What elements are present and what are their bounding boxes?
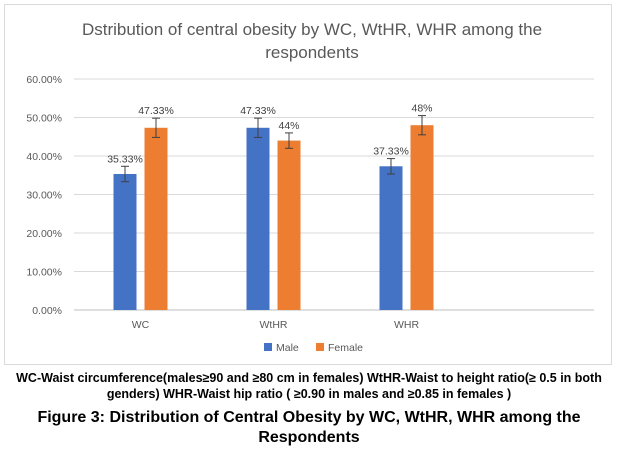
data-label: 47.33% (138, 105, 174, 117)
bar-female-wthr (277, 140, 301, 310)
y-tick-label: 20.00% (26, 228, 62, 240)
data-label: 37.33% (373, 146, 409, 158)
legend-swatch-male (264, 343, 272, 351)
y-tick-label: 10.00% (26, 267, 62, 279)
data-label: 48% (411, 103, 432, 115)
bar-female-wc (144, 127, 168, 310)
y-tick-label: 60.00% (26, 74, 62, 86)
abbreviation-note: WC-Waist circumference(males≥90 and ≥80 … (16, 371, 602, 401)
y-tick-label: 0.00% (32, 305, 62, 317)
chart-title-line-1: Dstribution of central obesity by WC, Wt… (82, 20, 542, 39)
x-tick-label: WHR (394, 319, 419, 331)
bar-male-wthr (246, 127, 270, 310)
x-tick-label: WC (132, 319, 150, 331)
y-tick-label: 40.00% (26, 151, 62, 163)
y-tick-label: 30.00% (26, 190, 62, 202)
legend-label-female: Female (328, 342, 363, 354)
data-label: 44% (278, 120, 299, 132)
bar-female-whr (410, 125, 434, 310)
y-tick-label: 50.00% (26, 113, 62, 125)
bar-male-wc (113, 173, 137, 310)
chart-frame (4, 4, 612, 365)
x-tick-label: WtHR (260, 319, 288, 331)
bar-chart: Dstribution of central obesity by WC, Wt… (26, 20, 594, 354)
figure-caption: Figure 3: Distribution of Central Obesit… (37, 409, 581, 446)
data-label: 47.33% (240, 105, 276, 117)
chart-title-line-2: respondents (265, 43, 359, 62)
bar-male-whr (379, 166, 403, 310)
legend-label-male: Male (276, 342, 299, 354)
data-label: 35.33% (107, 153, 143, 165)
legend-swatch-female (316, 343, 324, 351)
